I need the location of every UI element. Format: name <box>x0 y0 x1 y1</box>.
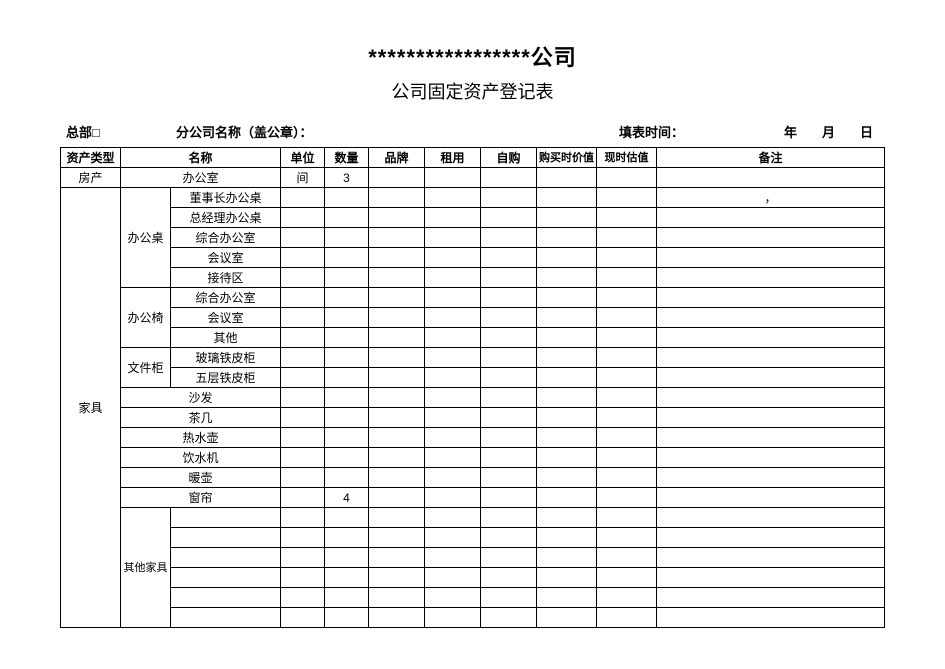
row-curtain: 窗帘 4 <box>61 488 885 508</box>
cell-note <box>657 268 885 288</box>
cell-item-name <box>171 588 281 608</box>
cell-item-name: 饮水机 <box>121 448 281 468</box>
cell-item-name: 综合办公室 <box>171 228 281 248</box>
cell-item-name: 窗帘 <box>121 488 281 508</box>
cell-qty: 3 <box>325 168 369 188</box>
cell-unit: 间 <box>281 168 325 188</box>
cell-cat-property: 房产 <box>61 168 121 188</box>
row-other <box>61 528 885 548</box>
cell-unit <box>281 488 325 508</box>
date-fields: 年 月 日 <box>709 122 879 141</box>
row-cabinet: 文件柜玻璃铁皮柜 <box>61 348 885 368</box>
cell-name-office: 办公室 <box>121 168 281 188</box>
cell-note <box>657 248 885 268</box>
row-desk: 综合办公室 <box>61 228 885 248</box>
cell-item-name: 玻璃铁皮柜 <box>171 348 281 368</box>
cell-item-name: 董事长办公桌 <box>171 188 281 208</box>
company-title: *****************公司 <box>60 40 885 72</box>
col-unit: 单位 <box>281 148 325 168</box>
row-desk: 家具办公桌董事长办公桌， <box>61 188 885 208</box>
cell-item-name <box>171 528 281 548</box>
branch-label: 分公司名称（盖公章）： <box>176 122 619 141</box>
row-other <box>61 588 885 608</box>
row-property: 房产办公室间3 <box>61 168 885 188</box>
cell-note <box>657 228 885 248</box>
row-desk: 总经理办公桌 <box>61 208 885 228</box>
cell-item-name: 综合办公室 <box>171 288 281 308</box>
row-single: 茶几 <box>61 408 885 428</box>
header-row: 资产类型 名称 单位 数量 品牌 租用 自购 购买时价值 现时估值 备注 <box>61 148 885 168</box>
row-chair: 办公椅综合办公室 <box>61 288 885 308</box>
cell-item-name: 茶几 <box>121 408 281 428</box>
cell-note <box>657 168 885 188</box>
cell-item-name: 五层铁皮柜 <box>171 368 281 388</box>
col-name: 名称 <box>121 148 281 168</box>
cell-qty: 4 <box>325 488 369 508</box>
cell-item-name: 会议室 <box>171 248 281 268</box>
row-desk: 接待区 <box>61 268 885 288</box>
row-single: 饮水机 <box>61 448 885 468</box>
row-other <box>61 568 885 588</box>
cell-item-name: 总经理办公桌 <box>171 208 281 228</box>
col-pprice: 购买时价值 <box>537 148 597 168</box>
col-note: 备注 <box>657 148 885 168</box>
form-title: 公司固定资产登记表 <box>60 78 885 104</box>
table-body: 房产办公室间3家具办公桌董事长办公桌，总经理办公桌综合办公室会议室接待区办公椅综… <box>61 168 885 628</box>
cell-group-other: 其他家具 <box>121 508 171 628</box>
cell-cat-furniture: 家具 <box>61 188 121 628</box>
row-single: 暖壶 <box>61 468 885 488</box>
col-brand: 品牌 <box>369 148 425 168</box>
cell-item-name: 沙发 <box>121 388 281 408</box>
cell-item-name: 会议室 <box>171 308 281 328</box>
row-cabinet: 五层铁皮柜 <box>61 368 885 388</box>
hq-checkbox-label: 总部□ <box>66 122 176 141</box>
cell-item-name <box>171 568 281 588</box>
cell-group-cabinet: 文件柜 <box>121 348 171 388</box>
cell-item-name <box>171 508 281 528</box>
cell-group-chair: 办公椅 <box>121 288 171 348</box>
meta-row: 总部□ 分公司名称（盖公章）： 填表时间： 年 月 日 <box>60 122 885 141</box>
row-other <box>61 608 885 628</box>
cell-item-name <box>171 608 281 628</box>
asset-table: 资产类型 名称 单位 数量 品牌 租用 自购 购买时价值 现时估值 备注 房产办… <box>60 147 885 628</box>
col-self: 自购 <box>481 148 537 168</box>
row-chair: 会议室 <box>61 308 885 328</box>
cell-group-desk: 办公桌 <box>121 188 171 288</box>
col-qty: 数量 <box>325 148 369 168</box>
row-desk: 会议室 <box>61 248 885 268</box>
cell-note <box>657 208 885 228</box>
cell-item-name: 其他 <box>171 328 281 348</box>
row-chair: 其他 <box>61 328 885 348</box>
row-other: 其他家具 <box>61 508 885 528</box>
cell-item-name: 接待区 <box>171 268 281 288</box>
cell-item-name: 热水壶 <box>121 428 281 448</box>
row-other <box>61 548 885 568</box>
cell-item-name: 暖壶 <box>121 468 281 488</box>
cell-note: ， <box>657 188 885 208</box>
col-rent: 租用 <box>425 148 481 168</box>
col-cat: 资产类型 <box>61 148 121 168</box>
fill-time-label: 填表时间： <box>619 122 709 141</box>
row-single: 沙发 <box>61 388 885 408</box>
cell-item-name <box>171 548 281 568</box>
row-single: 热水壶 <box>61 428 885 448</box>
col-cval: 现时估值 <box>597 148 657 168</box>
